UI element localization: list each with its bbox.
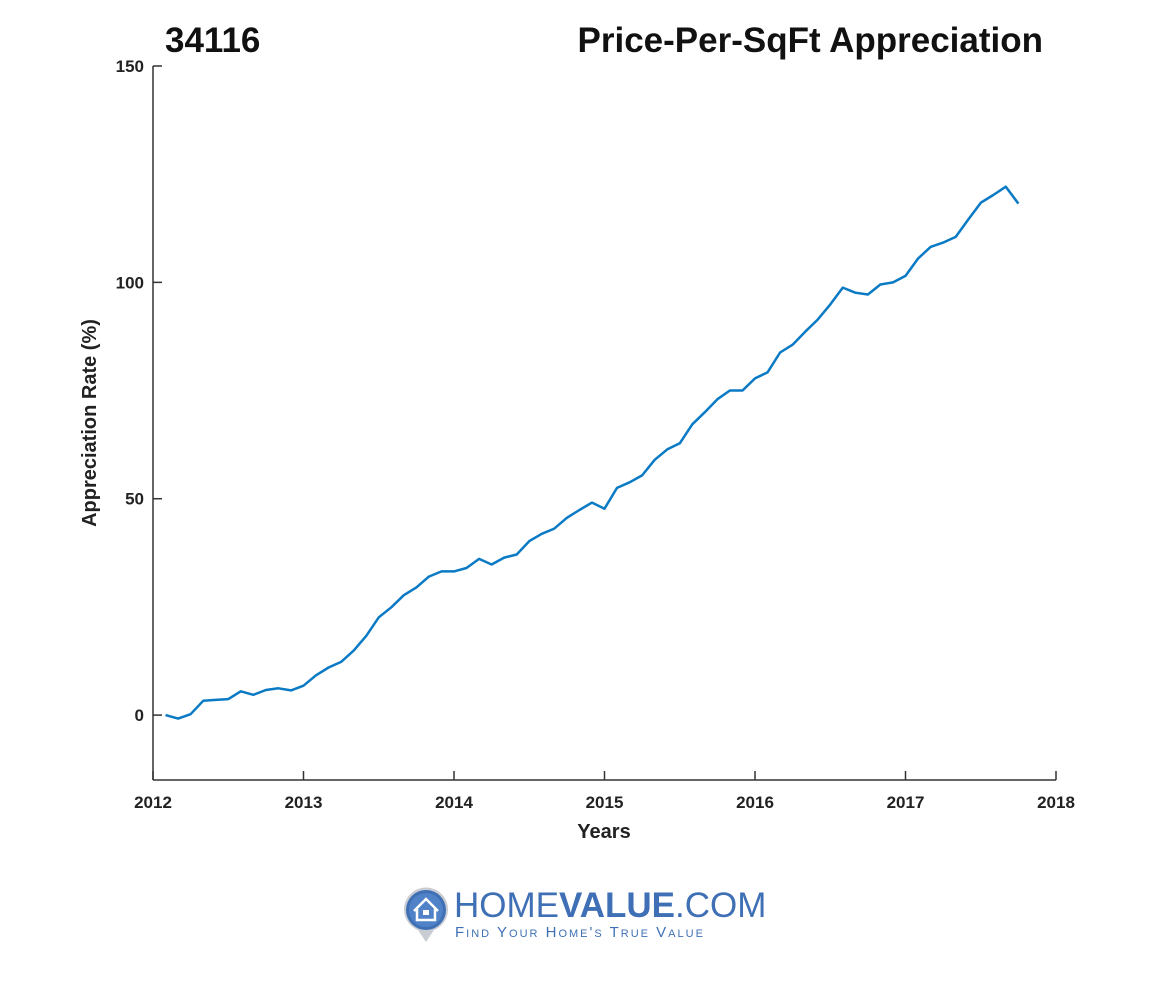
- logo-tagline: Find Your Home's True Value: [455, 924, 705, 941]
- chart-zip-title: 34116: [165, 21, 260, 60]
- series-line: [165, 185, 1020, 720]
- x-tick-label: 2018: [1037, 793, 1075, 812]
- x-tick-label: 2013: [285, 793, 323, 812]
- y-tick-label: 0: [135, 706, 144, 725]
- logo-brand-bold: VALUE: [559, 886, 676, 925]
- y-tick-label: 50: [125, 490, 144, 509]
- x-tick-label: 2017: [887, 793, 925, 812]
- y-axis-label: Appreciation Rate (%): [79, 319, 101, 527]
- logo-brand-light: HOME: [454, 886, 559, 925]
- axes: 2012 2013 2014 2015 2016 2017 2018 0 50 100 150: [116, 57, 1075, 812]
- chart-title: Price-Per-SqFt Appreciation: [578, 21, 1043, 60]
- x-tick-label: 2014: [435, 793, 473, 812]
- y-tick-label: 100: [116, 273, 144, 292]
- logo-wordmark: HOMEVALUE.COM: [454, 888, 766, 924]
- x-tick-label: 2016: [736, 793, 774, 812]
- x-axis-label: Years: [577, 821, 630, 843]
- x-tick-label: 2015: [586, 793, 624, 812]
- y-tick-label: 150: [116, 57, 144, 76]
- logo-brand-suffix: .COM: [675, 886, 767, 925]
- house-pin-icon: [404, 887, 448, 942]
- x-tick-label: 2012: [134, 793, 172, 812]
- homevalue-logo: HOMEVALUE.COM Find Your Home's True Valu…: [402, 886, 766, 946]
